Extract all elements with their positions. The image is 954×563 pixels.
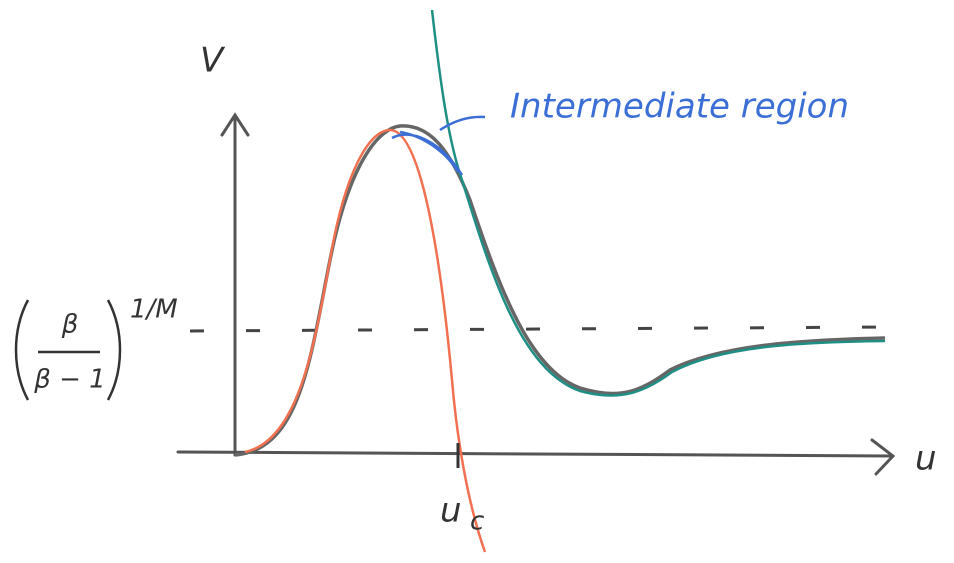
x-axis [178,440,893,474]
y-axis [222,115,248,455]
critical-sub: c [470,507,484,537]
x-axis-label: u [915,439,937,479]
critical-label: u [440,491,462,531]
fraction-denominator: β − 1 [33,365,105,395]
level-label: 1/M [130,295,178,325]
fraction-numerator: β [61,310,79,340]
y-axis-label: V [200,41,226,81]
diagram: V u u c 1/M β β − 1 Intermediate region [0,0,954,563]
annotation: Intermediate region [510,87,849,127]
large-u-approximation [432,10,885,396]
level-line [190,327,895,331]
potential-curve [235,126,885,455]
small-u-approximation [245,130,485,552]
